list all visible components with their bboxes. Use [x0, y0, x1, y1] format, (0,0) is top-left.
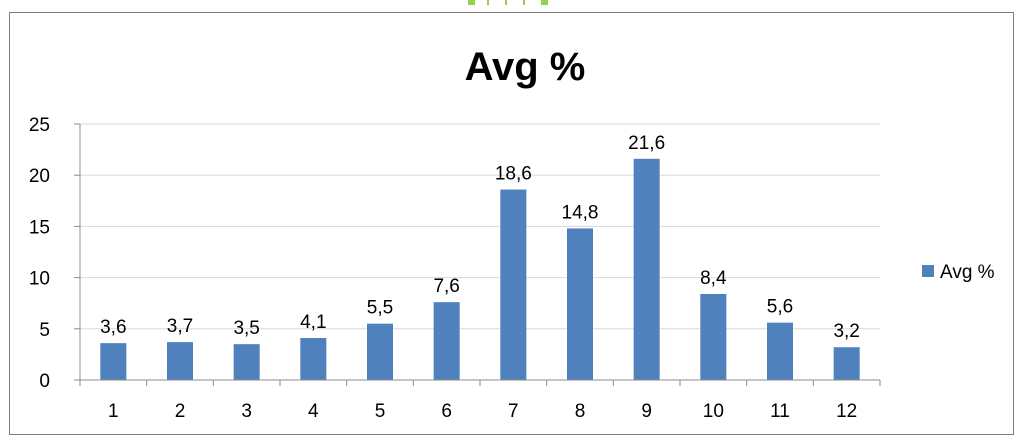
data-label: 8,4: [700, 268, 727, 289]
x-tick-label: 4: [308, 401, 319, 422]
y-tick-label: 10: [29, 269, 50, 290]
data-label: 5,6: [767, 297, 793, 318]
bar: [767, 322, 793, 380]
data-label: 5,5: [367, 298, 393, 319]
legend-label: Avg %: [940, 262, 995, 283]
x-tick-label: 12: [836, 401, 857, 422]
bar: [567, 228, 593, 380]
y-tick-label: 5: [39, 320, 50, 341]
top-mark-4: [523, 0, 525, 5]
x-tick-label: 11: [770, 401, 790, 422]
y-tick-label: 0: [39, 371, 50, 392]
top-mark-3: [505, 0, 507, 5]
bar: [167, 342, 193, 380]
x-tick-label: 2: [175, 401, 186, 422]
y-tick-label: 25: [29, 115, 50, 136]
data-label: 4,1: [300, 312, 326, 333]
bars: [100, 158, 860, 380]
x-tick-label: 1: [108, 401, 119, 422]
bar: [233, 344, 260, 380]
data-label: 14,8: [562, 202, 599, 223]
data-label: 3,7: [167, 316, 193, 337]
data-label: 18,6: [495, 164, 532, 185]
bar: [367, 323, 393, 380]
chart-title: Avg %: [465, 45, 586, 89]
x-tick-label: 9: [641, 401, 652, 422]
bar: [833, 347, 860, 380]
top-decoration: [468, 0, 548, 5]
data-label: 3,5: [233, 318, 259, 339]
top-mark-1: [468, 0, 475, 5]
legend: Avg %: [922, 262, 995, 283]
gridlines: [80, 123, 880, 330]
data-label: 21,6: [628, 133, 665, 154]
legend-swatch: [922, 265, 934, 277]
x-tick-label: 10: [703, 401, 724, 422]
bar: [700, 293, 727, 380]
data-label: 3,6: [100, 317, 126, 338]
bar: [100, 343, 127, 380]
x-tick-label: 6: [441, 401, 452, 422]
top-mark-2: [487, 0, 489, 5]
bar: [300, 338, 327, 380]
data-label: 3,2: [833, 321, 859, 342]
x-tick-label: 7: [508, 401, 519, 422]
top-mark-5: [541, 0, 548, 5]
bar: [500, 189, 527, 380]
y-tick-label: 20: [29, 166, 50, 187]
data-labels: 3,6 3,7 3,5 4,1 5,5 7,6 18,6 14,8 21,6 8,4 5,6 3,2: [100, 133, 860, 342]
x-tick-label: 5: [375, 401, 386, 422]
y-tick-label: 15: [29, 217, 50, 238]
bar: [433, 302, 460, 380]
data-label: 7,6: [433, 276, 459, 297]
bar: [633, 158, 660, 380]
x-tick-label: 3: [241, 401, 252, 422]
x-tick-label: 8: [575, 401, 586, 422]
